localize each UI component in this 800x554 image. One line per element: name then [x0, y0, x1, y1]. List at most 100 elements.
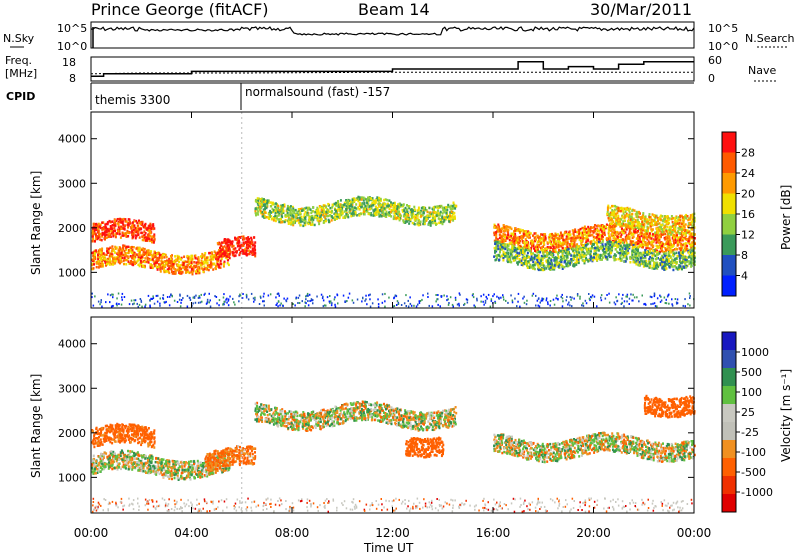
- echo-cell: [439, 214, 441, 217]
- echo-cell: [262, 300, 264, 303]
- echo-cell: [272, 219, 275, 222]
- echo-cell: [98, 263, 101, 266]
- echo-cell: [542, 251, 545, 254]
- echo-cell: [198, 267, 201, 271]
- echo-cell: [311, 216, 314, 220]
- echo-cell: [153, 233, 156, 236]
- echo-cell: [571, 296, 573, 299]
- echo-cell: [124, 252, 127, 255]
- echo-cell: [591, 246, 594, 250]
- echo-cell: [626, 295, 628, 298]
- echo-cell: [421, 214, 424, 217]
- echo-cell: [124, 224, 126, 227]
- echo-cell: [615, 296, 617, 299]
- echo-cell: [176, 301, 179, 303]
- echo-cell: [182, 297, 184, 300]
- echo-cell: [215, 267, 217, 271]
- echo-cell: [655, 241, 658, 244]
- echo-cell: [216, 302, 218, 305]
- echo-cell: [322, 221, 325, 224]
- echo-cell: [178, 271, 181, 274]
- echo-cell: [650, 303, 652, 306]
- echo-cell: [511, 245, 514, 248]
- echo-cell: [299, 212, 302, 216]
- echo-cell: [504, 245, 507, 249]
- echo-cell: [423, 217, 426, 220]
- echo-cell: [540, 246, 543, 249]
- echo-cell: [351, 205, 354, 209]
- echo-cell: [571, 247, 574, 250]
- echo-cell: [102, 227, 105, 231]
- echo-cell: [619, 241, 622, 244]
- echo-cell: [483, 303, 485, 306]
- echo-cell: [246, 243, 249, 247]
- echo-cell: [362, 296, 364, 299]
- echo-cell: [689, 304, 691, 307]
- echo-cell: [535, 248, 538, 251]
- echo-cell: [541, 238, 544, 241]
- echo-cell: [91, 240, 94, 243]
- echo-cell: [449, 296, 452, 299]
- echo-cell: [362, 207, 365, 210]
- echo-cell: [693, 263, 696, 266]
- echo-cell: [140, 257, 143, 260]
- echo-cell: [129, 249, 132, 252]
- echo-cell: [420, 214, 423, 218]
- echo-cell: [671, 234, 674, 238]
- echo-cell: [209, 261, 212, 264]
- echo-cell: [579, 295, 581, 298]
- echo-cell: [607, 227, 610, 230]
- echo-cell: [212, 258, 215, 261]
- echo-cell: [530, 239, 533, 243]
- echo-cell: [376, 206, 379, 210]
- echo-cell: [193, 296, 196, 299]
- echo-cell: [122, 245, 125, 248]
- echo-cell: [419, 220, 422, 223]
- echo-cell: [682, 238, 685, 241]
- freq-tick-top: 18: [62, 56, 76, 69]
- echo-cell: [99, 232, 102, 236]
- echo-cell: [409, 210, 412, 214]
- echo-cell: [258, 208, 261, 211]
- echo-cell: [94, 237, 97, 241]
- echo-cell: [648, 247, 651, 250]
- echo-cell: [135, 247, 138, 250]
- echo-cell: [551, 255, 554, 259]
- echo-cell: [404, 206, 407, 210]
- echo-cell: [632, 250, 635, 254]
- echo-cell: [632, 242, 635, 245]
- echo-cell: [544, 237, 547, 240]
- echo-cell: [653, 295, 656, 298]
- echo-cell: [437, 209, 439, 212]
- echo-cell: [575, 259, 578, 262]
- echo-cell: [691, 245, 694, 248]
- echo-cell: [540, 259, 542, 262]
- echo-cell: [623, 305, 625, 308]
- echo-cell: [523, 243, 526, 246]
- echo-cell: [337, 213, 340, 216]
- echo-cell: [200, 255, 202, 258]
- echo-cell: [611, 234, 614, 237]
- echo-cell: [127, 231, 130, 235]
- echo-cell: [671, 245, 674, 249]
- echo-cell: [598, 237, 601, 241]
- echo-cell: [522, 297, 524, 300]
- echo-cell: [251, 241, 254, 244]
- echo-cell: [171, 265, 174, 269]
- echo-cell: [270, 205, 273, 208]
- echo-cell: [454, 296, 457, 299]
- echo-cell: [405, 213, 408, 216]
- echo-cell: [141, 305, 143, 308]
- echo-cell: [160, 262, 163, 266]
- echo-cell: [262, 208, 265, 211]
- echo-cell: [570, 239, 573, 243]
- echo-cell: [178, 298, 181, 301]
- echo-cell: [597, 240, 600, 244]
- echo-cell: [403, 209, 406, 212]
- echo-cell: [189, 299, 192, 301]
- echo-cell: [94, 255, 96, 259]
- echo-cell: [178, 266, 181, 270]
- echo-cell: [540, 233, 542, 236]
- echo-cell: [447, 203, 450, 207]
- echo-cell: [97, 260, 100, 263]
